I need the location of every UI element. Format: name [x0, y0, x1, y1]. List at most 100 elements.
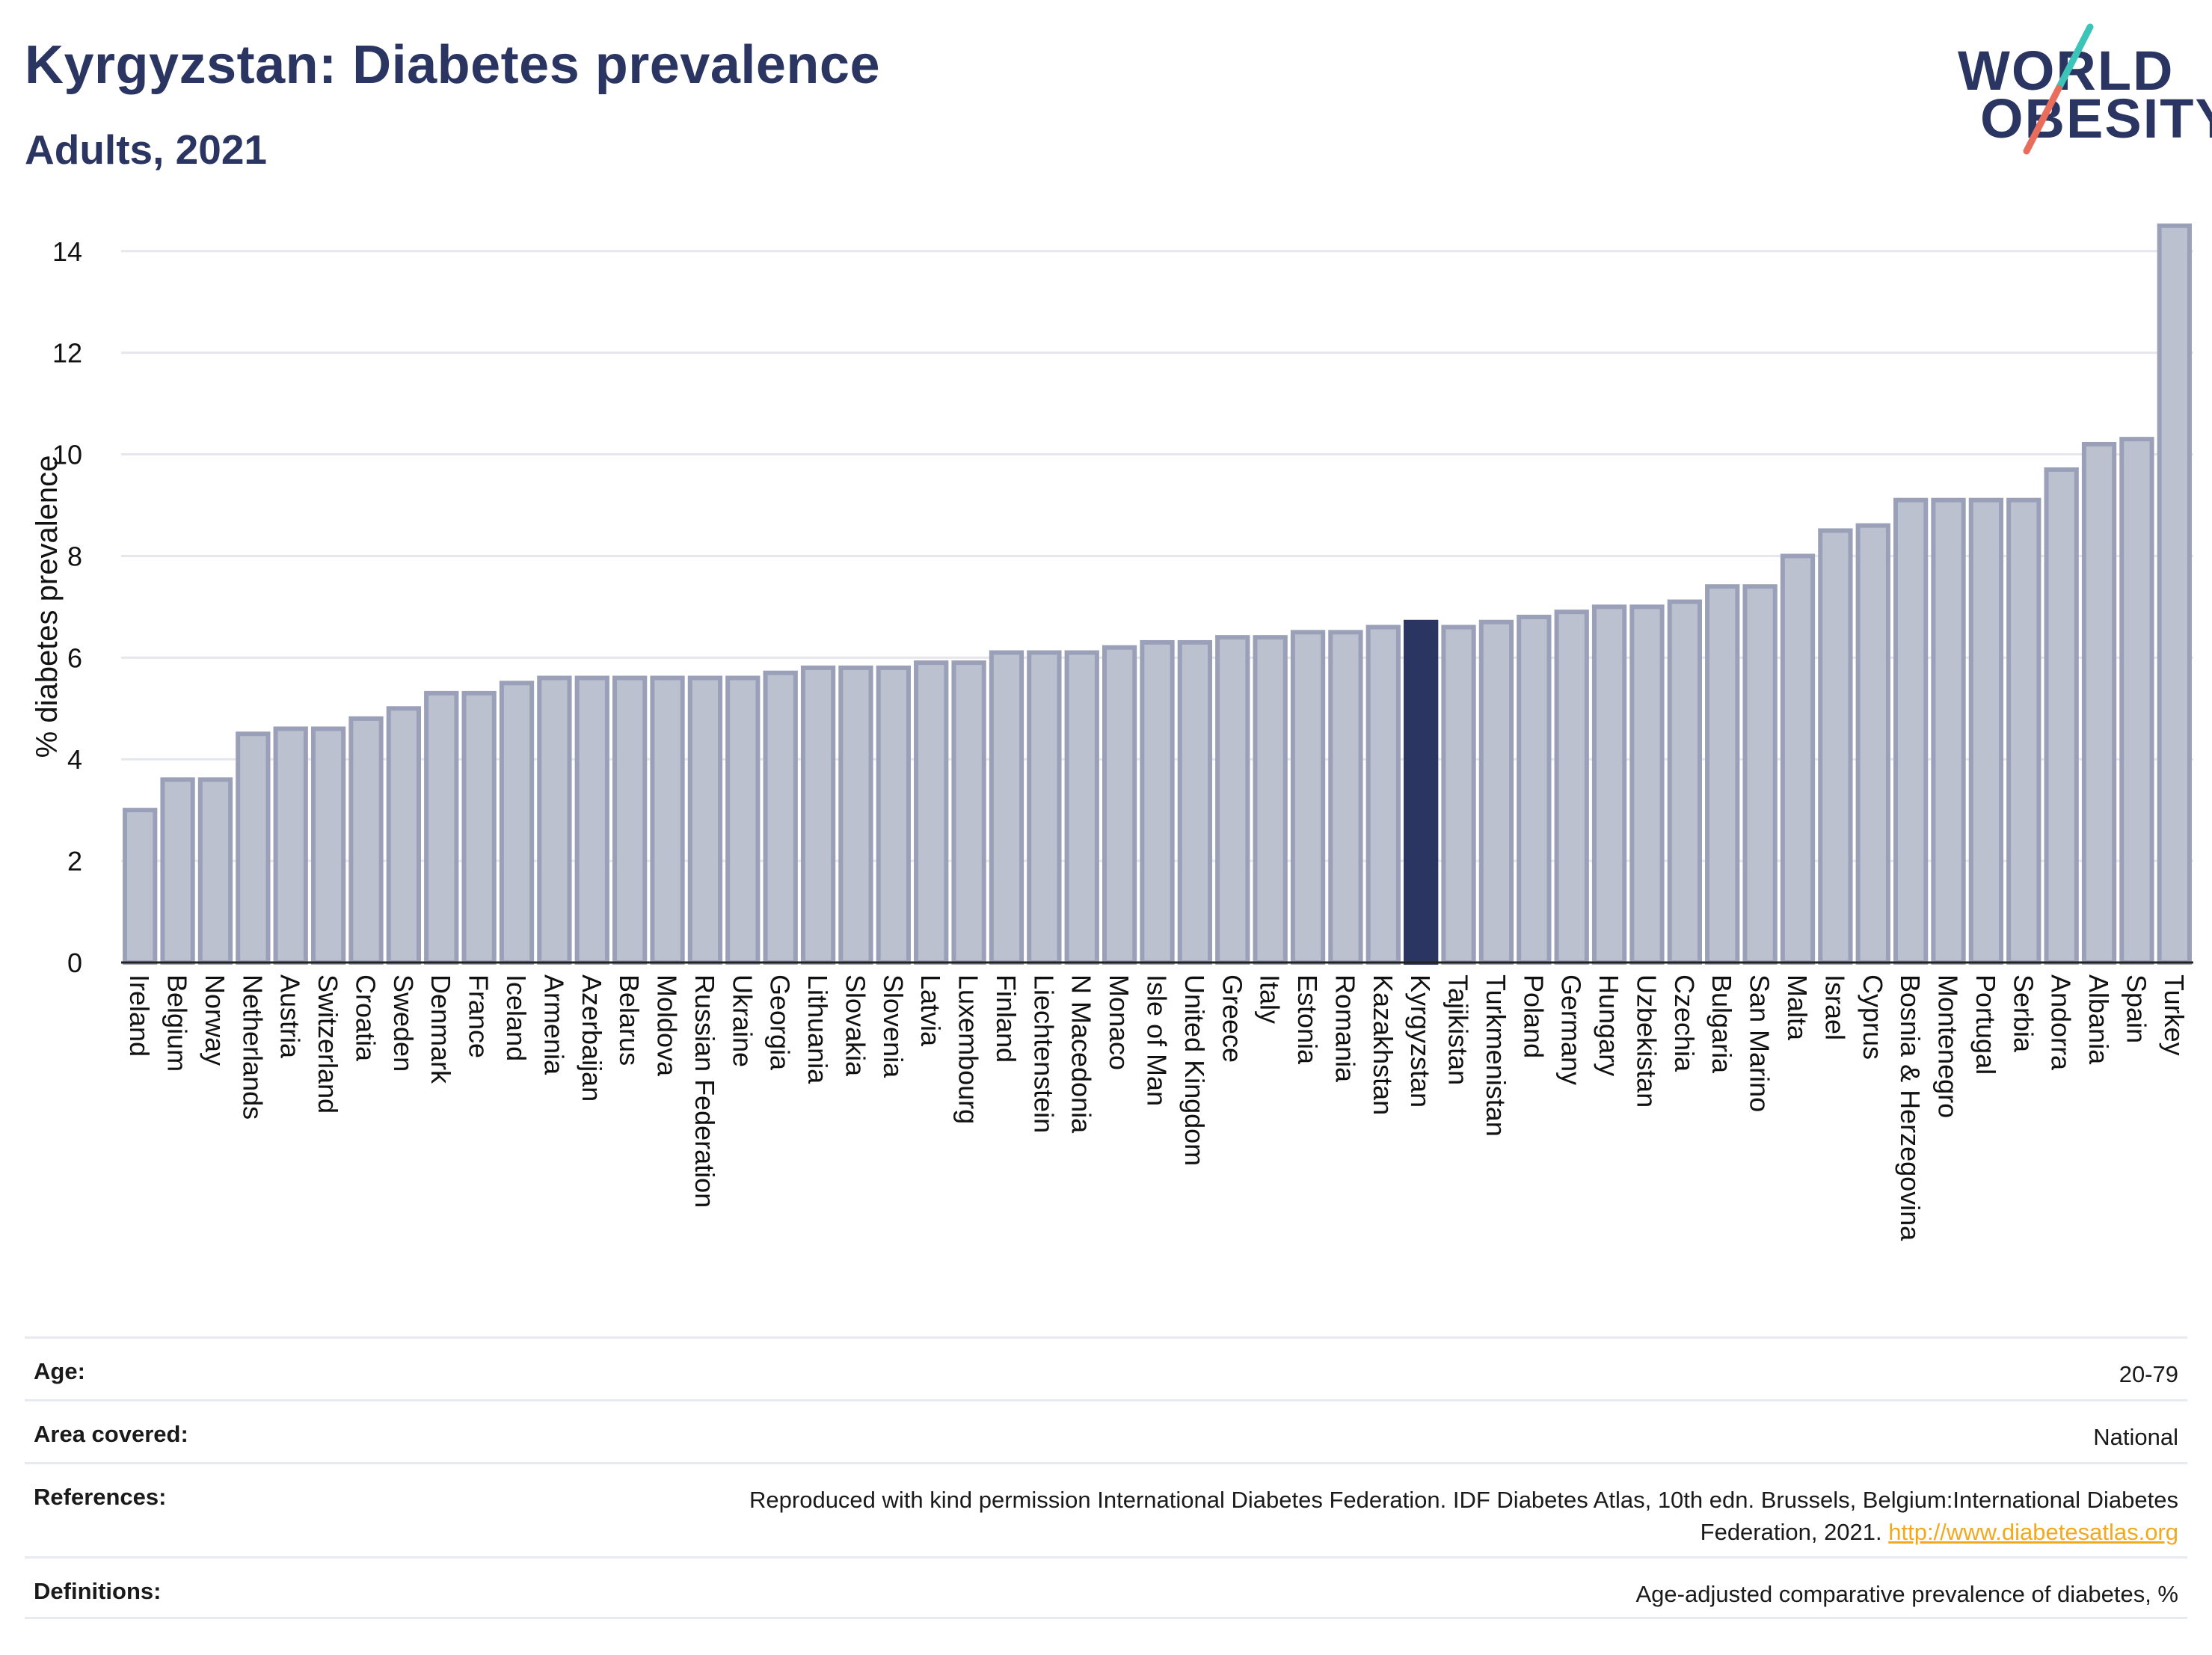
- x-tick-label: San Marino: [1745, 974, 1775, 1112]
- x-tick-label: Isle of Man: [1142, 974, 1173, 1106]
- bar: [989, 650, 1024, 965]
- bar: [310, 726, 346, 965]
- y-tick-label: 6: [67, 642, 82, 673]
- x-tick-label: Turkmenistan: [1481, 974, 1511, 1137]
- bar: [386, 706, 422, 965]
- x-tick-label: Ireland: [124, 974, 155, 1057]
- info-value-references: Reproduced with kind permission Internat…: [645, 1484, 2178, 1548]
- bar: [1177, 639, 1213, 965]
- bar: [123, 808, 158, 965]
- bar: [914, 660, 949, 965]
- bar: [2119, 437, 2154, 965]
- y-tick-label: 4: [67, 744, 82, 775]
- references-link[interactable]: http://www.diabetesatlas.org: [1888, 1519, 2178, 1545]
- x-tick-label: Ukraine: [727, 974, 758, 1067]
- bar: [650, 675, 685, 965]
- x-tick-label: Uzbekistan: [1631, 974, 1662, 1108]
- x-tick-label: Malta: [1782, 974, 1813, 1041]
- info-label-definitions: Definitions:: [34, 1578, 162, 1604]
- x-tick-label: France: [464, 974, 494, 1058]
- y-tick-label: 14: [52, 236, 82, 267]
- x-tick-label: Belarus: [614, 974, 645, 1066]
- bar: [1968, 497, 2004, 965]
- bar: [348, 716, 384, 965]
- bar: [1290, 630, 1326, 965]
- x-tick-label: United Kingdom: [1179, 974, 1210, 1166]
- x-tick-label: Montenegro: [1933, 974, 1964, 1118]
- x-tick-label: Albania: [2083, 974, 2114, 1065]
- bar: [2081, 441, 2117, 965]
- x-tick-label: Norway: [200, 974, 230, 1066]
- y-tick-label: 2: [67, 846, 82, 876]
- x-tick-label: Netherlands: [237, 974, 268, 1120]
- x-tick-label: Germany: [1556, 974, 1587, 1085]
- bar: [1742, 584, 1778, 965]
- x-tick-label: Sweden: [388, 974, 419, 1072]
- bar: [687, 675, 723, 965]
- info-value-age: 20-79: [2119, 1361, 2178, 1387]
- bar: [1441, 624, 1476, 965]
- bar: [2006, 497, 2042, 965]
- x-tick-label: Armenia: [538, 974, 569, 1075]
- bar: [1893, 497, 1929, 965]
- bar: [1517, 614, 1552, 965]
- info-label-references: References:: [34, 1484, 167, 1510]
- x-tick-label: Latvia: [915, 974, 946, 1047]
- info-row-references: References: Reproduced with kind permiss…: [25, 1462, 2187, 1556]
- chart-subtitle: Adults, 2021: [25, 126, 268, 173]
- bar: [1253, 635, 1288, 965]
- x-tick-label: Greece: [1217, 974, 1247, 1063]
- x-tick-label: Czechia: [1669, 974, 1700, 1072]
- x-tick-label: Monaco: [1104, 974, 1134, 1070]
- x-tick-label: Georgia: [765, 974, 796, 1071]
- bar: [612, 675, 648, 965]
- x-tick-label: Switzerland: [313, 974, 343, 1114]
- bar: [1404, 619, 1439, 965]
- x-tick-label: Serbia: [2008, 974, 2039, 1053]
- x-tick-label: Liechtenstein: [1028, 974, 1059, 1133]
- bar: [236, 731, 271, 965]
- y-axis-label: % diabetes prevalence: [31, 455, 64, 758]
- bar: [951, 660, 986, 965]
- bar: [725, 675, 761, 965]
- x-tick-label: Croatia: [350, 974, 381, 1062]
- x-tick-label: Bosnia & Herzegovina: [1895, 974, 1926, 1241]
- bar: [1855, 523, 1890, 965]
- x-tick-label: Kyrgyzstan: [1405, 974, 1436, 1108]
- x-tick-label: Lithuania: [802, 974, 833, 1084]
- bar: [876, 665, 911, 965]
- info-label-age: Age:: [34, 1358, 85, 1384]
- info-table: Age: 20-79 Area covered: National Refere…: [25, 1336, 2187, 1619]
- bar: [1365, 624, 1401, 965]
- bar: [1064, 650, 1099, 965]
- x-tick-label: Spain: [2121, 974, 2151, 1043]
- x-tick-label: Slovenia: [878, 974, 909, 1078]
- logo-line2: OBESITY: [1980, 87, 2212, 150]
- bar: [1102, 645, 1137, 965]
- x-tick-label: Belgium: [162, 974, 193, 1072]
- x-tick-label: Bulgaria: [1706, 974, 1737, 1074]
- bar: [1027, 650, 1062, 965]
- x-tick-label: Cyprus: [1858, 974, 1888, 1060]
- x-tick-label: Tajikistan: [1443, 974, 1474, 1085]
- logo-slash-icon: [2023, 23, 2094, 155]
- x-tick-label: Russian Federation: [689, 974, 720, 1208]
- info-row-area: Area covered: National: [25, 1399, 2187, 1462]
- bar: [838, 665, 873, 965]
- bar: [499, 681, 535, 965]
- bar: [424, 690, 459, 965]
- bar: [2157, 223, 2192, 965]
- x-tick-label: Iceland: [501, 974, 532, 1061]
- x-tick-label: Italy: [1255, 974, 1285, 1024]
- x-tick-label: Finland: [991, 974, 1021, 1063]
- bar: [1780, 553, 1816, 965]
- x-tick-label: Turkey: [2159, 974, 2190, 1056]
- x-tick-label: Kazakhstan: [1368, 974, 1398, 1115]
- x-tick-label: Israel: [1819, 974, 1850, 1040]
- bar: [273, 726, 308, 965]
- x-tick-label: Portugal: [1970, 974, 2001, 1075]
- bar: [160, 777, 195, 965]
- x-tick-label: Austria: [275, 974, 306, 1059]
- y-tick-label: 12: [52, 338, 82, 369]
